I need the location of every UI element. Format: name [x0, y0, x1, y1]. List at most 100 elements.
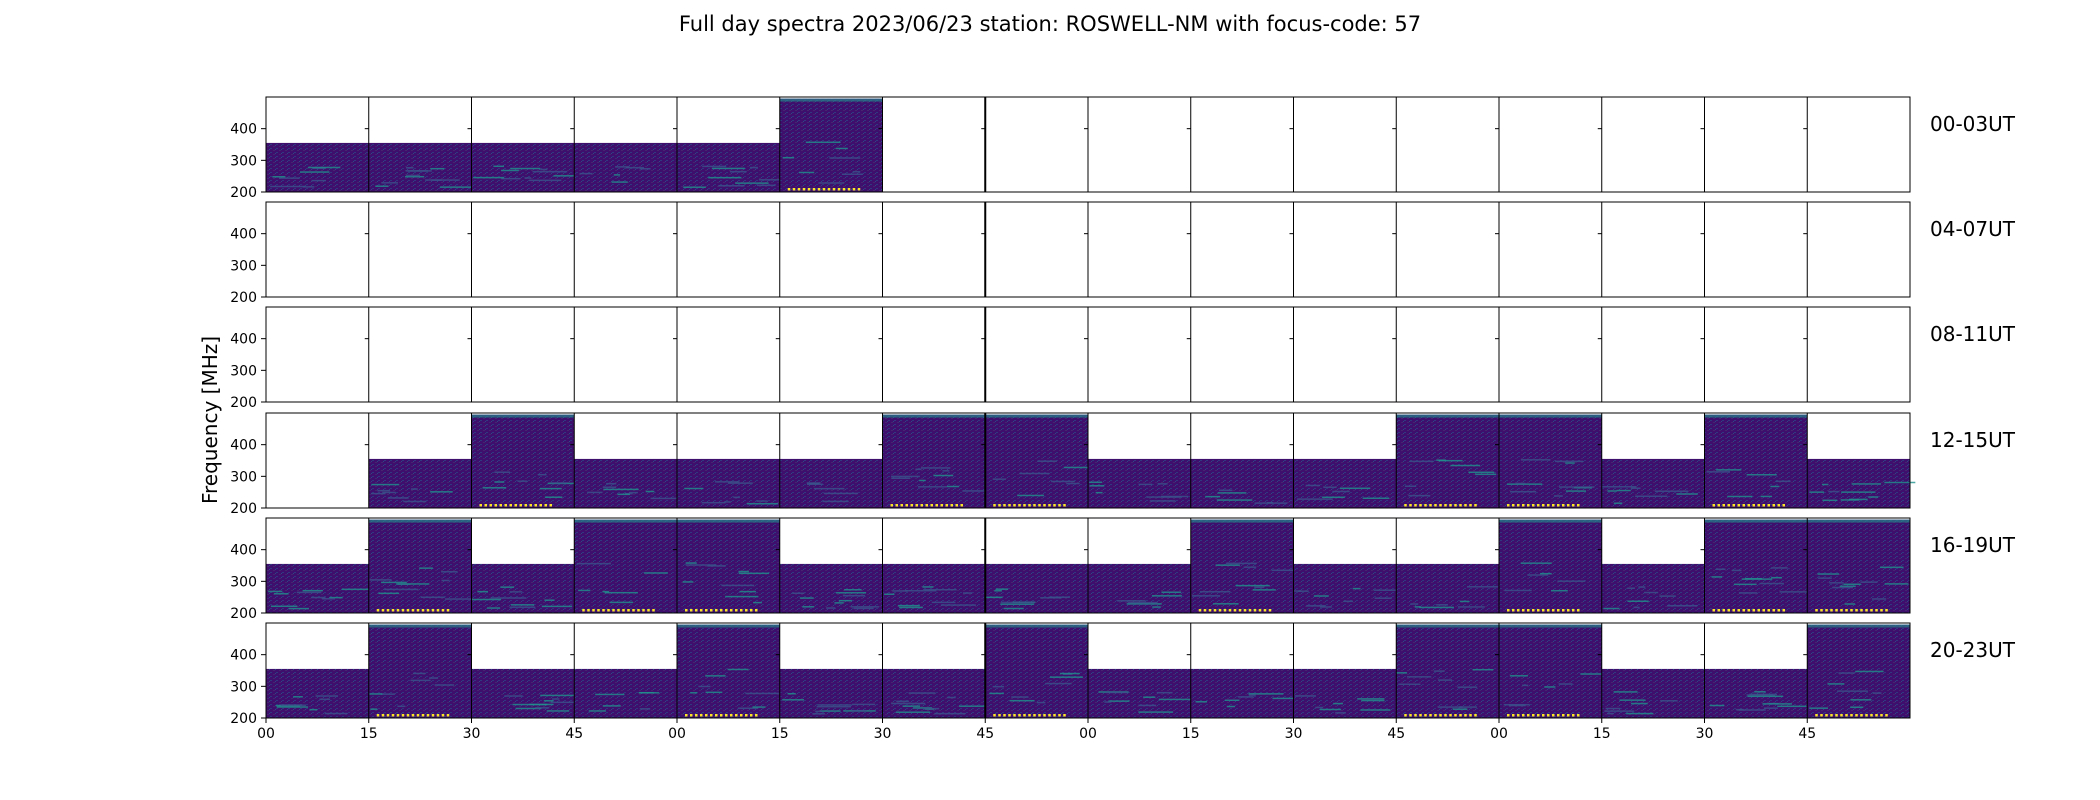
spectrum-marker-dot: [1757, 609, 1760, 612]
spectrum-marker-dot: [1233, 609, 1237, 612]
spectrum-streak: [1607, 490, 1617, 492]
spectrum-marker-dot: [494, 504, 497, 507]
spectrum-streak: [420, 596, 445, 599]
spectrum-streak: [705, 691, 723, 694]
spectrum-streak: [302, 186, 315, 188]
x-tick-label: 30: [1696, 726, 1714, 742]
spectrum-streak: [1508, 704, 1526, 707]
spectrum-streak: [994, 590, 1002, 592]
spectrum-marker-dot: [1469, 714, 1472, 717]
spectrum-streak: [1838, 672, 1855, 674]
spectrum-streak: [1315, 706, 1324, 709]
spectrum-marker-dot: [837, 188, 841, 191]
spectrum-marker-dot: [652, 609, 655, 612]
spectrum-streak: [1138, 704, 1157, 707]
spectrum-streak: [407, 170, 432, 172]
spectrum-streak: [1192, 595, 1221, 597]
spectrum-streak: [1156, 691, 1173, 694]
spectrum-marker-dot: [1830, 609, 1833, 612]
spectrum-marker-dot: [1815, 714, 1818, 717]
spectrum-streak: [628, 491, 638, 494]
spectrum-streak: [1059, 672, 1080, 675]
spectrum-cell: [985, 414, 1088, 508]
x-tick-label: 30: [1285, 726, 1303, 742]
spectrum-top-band: [1499, 519, 1602, 523]
spectrum-marker-dot: [1013, 504, 1016, 507]
spectrum-streak: [1450, 464, 1481, 467]
spectrum-marker-dot: [797, 188, 801, 191]
spectrum-marker-dot: [386, 609, 390, 612]
spectrum-streak: [595, 693, 625, 696]
spectrum-streak: [1217, 492, 1247, 494]
spectrum-marker-dot: [1469, 504, 1472, 507]
spectrum-streak: [429, 677, 439, 679]
spectrum-marker-dot: [1845, 609, 1848, 612]
spectrum-streak: [1105, 691, 1129, 694]
spectrum-marker-dot: [1562, 714, 1565, 717]
spectrum-marker-dot: [431, 714, 435, 717]
spectrum-streak: [1754, 691, 1766, 693]
spectrum-streak: [721, 584, 755, 587]
spectrum-streak: [279, 177, 300, 179]
spectrum-streak: [1746, 474, 1777, 476]
spectrum-streak: [822, 500, 849, 503]
spectrum-streak: [1840, 499, 1860, 501]
spectrum-marker-dot: [950, 504, 953, 507]
x-tick-label: 15: [771, 726, 789, 742]
spectrum-marker-dot: [1218, 609, 1222, 612]
spectrum-streak: [835, 592, 867, 594]
spectrum-streak: [299, 171, 330, 173]
spectrum-streak: [992, 478, 1006, 480]
spectrum-marker-dot: [755, 609, 758, 612]
spectrum-streak: [892, 590, 908, 592]
spectrum-streak: [902, 705, 921, 707]
spectrum-cell: [368, 519, 472, 613]
spectrum-streak: [517, 480, 528, 482]
spectrum-marker-dot: [930, 504, 933, 507]
spectrum-marker-dot: [441, 714, 445, 717]
spectrum-marker-dot: [1880, 714, 1883, 717]
spectrum-streak: [908, 692, 936, 694]
spectrum-top-band: [1704, 414, 1808, 418]
spectrum-streak: [1667, 604, 1698, 607]
spectrum-marker-dot: [1023, 504, 1026, 507]
spectrum-streak: [1452, 708, 1468, 710]
spectrum-streak: [1851, 483, 1881, 485]
spectrum-marker-dot: [792, 188, 796, 191]
spectrum-streak: [1509, 675, 1528, 677]
spectrum-streak: [321, 598, 336, 600]
spectrum-marker-dot: [509, 504, 512, 507]
spectrum-marker-dot: [544, 504, 547, 507]
y-tick-label: 400: [230, 438, 257, 454]
spectrum-streak: [1272, 697, 1294, 700]
spectrum-marker-dot: [1223, 609, 1227, 612]
y-tick-label: 200: [230, 290, 257, 306]
spectrum-marker-dot: [1777, 504, 1780, 507]
spectrum-streak: [509, 591, 523, 593]
spectrum-streak: [644, 572, 668, 574]
spectrum-streak: [1841, 491, 1876, 493]
spectrum-cell: [1499, 414, 1602, 508]
spectrum-marker-dot: [1835, 714, 1838, 717]
spectrum-marker-dot: [1474, 504, 1477, 507]
spectrum-cell: [1499, 519, 1602, 613]
spectrum-marker-dot: [1517, 714, 1520, 717]
spectrum-streak: [702, 165, 727, 168]
spectrum-streak: [537, 473, 547, 476]
spectrum-streak: [725, 595, 759, 598]
spectrum-marker-dot: [1013, 714, 1016, 717]
spectrum-streak: [309, 708, 318, 711]
spectrum-streak: [1436, 604, 1448, 606]
spectrum-streak: [494, 471, 510, 473]
spectrum-streak: [895, 711, 931, 713]
spectrum-streak: [1248, 693, 1284, 695]
spectrum-top-band: [1807, 624, 1910, 628]
spectrum-marker-dot: [1875, 714, 1878, 717]
spectrum-marker-dot: [1033, 714, 1036, 717]
spectrum-streak: [370, 708, 378, 710]
spectrum-streak: [1613, 691, 1638, 693]
spectrum-marker-dot: [1038, 504, 1041, 507]
spectrum-streak: [1161, 591, 1182, 593]
spectrum-streak: [820, 710, 841, 712]
spectrum-streak: [1659, 595, 1676, 597]
